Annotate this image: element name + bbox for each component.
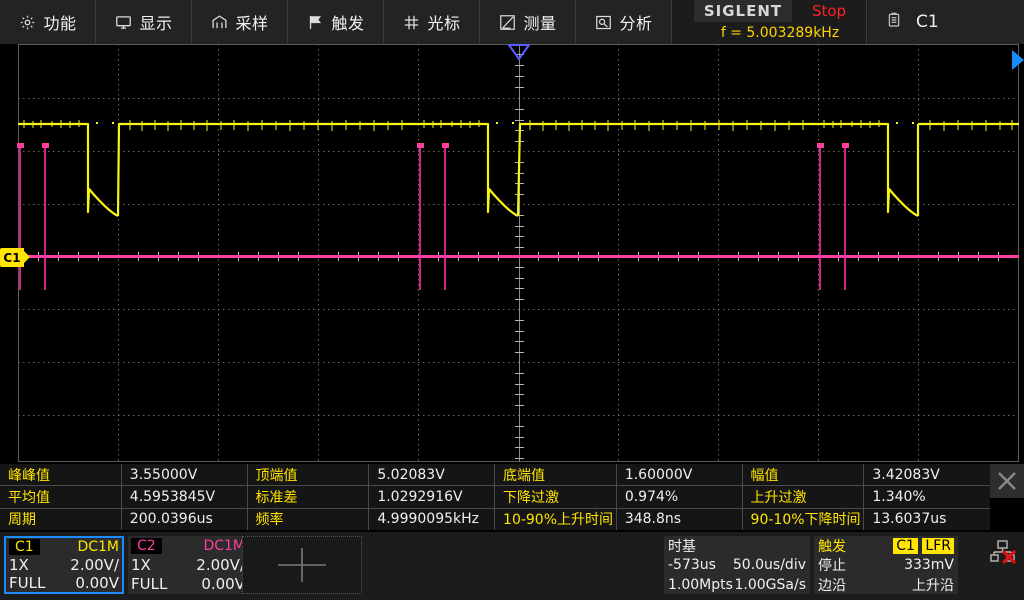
run-state-badge[interactable]: Stop [792, 0, 866, 22]
trigger-title: 触发 [818, 539, 846, 555]
measurement-table: 峰峰值 3.55000V 顶端值 5.02083V 底端值 1.60000V 幅… [0, 464, 990, 530]
meas-value: 1.0292916V [369, 486, 496, 508]
trigger-position-marker[interactable] [508, 44, 530, 60]
gear-icon [18, 13, 36, 31]
menu-item-cursor[interactable]: 光标 [384, 0, 480, 44]
timebase-sample-rate: 1.00GSa/s [734, 577, 807, 593]
traces [17, 120, 1019, 290]
meas-value: 1.340% [872, 488, 926, 505]
measure-icon [498, 13, 516, 31]
meas-label[interactable]: 峰峰值 [0, 464, 122, 486]
timebase-scale: 50.0us/div [732, 557, 806, 573]
table-row: 周期 200.0396us 频率 4.9990095kHz 10-90%上升时间… [0, 508, 990, 530]
meas-value: 13.6037us [872, 511, 947, 528]
table-row: 平均值 4.5953845V 标准差 1.0292916V 下降过激 0.974… [0, 486, 990, 509]
flag-icon [306, 13, 324, 31]
menu-item-display[interactable]: 显示 [96, 0, 192, 44]
channel-card-c1-coupling: DC1M [77, 538, 119, 555]
meas-label[interactable]: 平均值 [0, 486, 122, 508]
menu-label-utility: 功能 [43, 14, 77, 33]
channel-card-c1[interactable]: C1 DC1M 1X 2.00V/ FULL 0.00V [4, 536, 124, 594]
channel-card-c2-probe: 1X [131, 555, 151, 574]
analyze-icon [594, 13, 612, 31]
meas-value: 3.55000V [122, 464, 248, 486]
bottom-status-bar: C1 DC1M 1X 2.00V/ FULL 0.00V C2 DC1M 1X … [0, 532, 1024, 600]
menu-item-measure[interactable]: 测量 [480, 0, 576, 44]
meas-value: 348.8ns [617, 508, 743, 530]
timebase-title: 时基 [668, 539, 696, 555]
meas-label[interactable]: 上升过激 [743, 486, 865, 508]
plus-crosshair-icon [278, 548, 326, 582]
channel-card-c1-bandwidth: FULL [9, 573, 46, 592]
timebase-delay: -573us [668, 557, 716, 573]
timebase-memory: 1.00Mpts [668, 577, 733, 593]
channel-card-c2-scale: 2.00V/ [196, 555, 245, 574]
meas-label[interactable]: 下降过激 [495, 486, 617, 508]
channel-card-c2-offset: 0.00V [201, 575, 245, 594]
close-icon[interactable] [990, 464, 1024, 498]
add-channel-slot[interactable] [242, 536, 362, 594]
meas-value: 1.60000V [617, 464, 743, 486]
menu-label-cursor: 光标 [427, 14, 461, 33]
meas-value: 0.974% [617, 486, 743, 508]
channel-card-c2-coupling: DC1M [203, 537, 245, 554]
trigger-type: 边沿 [818, 578, 846, 594]
channel-card-c2-name: C2 [131, 537, 162, 554]
menu-label-measure: 测量 [523, 14, 557, 33]
timebase-card[interactable]: 时基 -573us 50.0us/div 1.00Mpts 1.00GSa/s [664, 536, 810, 594]
c2-spikes [19, 145, 846, 290]
trigger-coupling: LFR [922, 538, 954, 554]
meas-label[interactable]: 90-10%下降时间 [743, 508, 865, 530]
menu-label-display: 显示 [139, 14, 173, 33]
channel-card-c2-bandwidth: FULL [131, 575, 168, 594]
meas-label[interactable]: 幅值 [743, 464, 865, 486]
c1-channel-marker[interactable]: C1 [0, 248, 30, 267]
trigger-state: 停止 [818, 558, 846, 574]
channel-selector-label: C1 [916, 12, 939, 32]
crosshair-grid-icon [402, 13, 420, 31]
meas-label[interactable]: 标准差 [248, 486, 370, 508]
channel-card-c1-scale: 2.00V/ [70, 555, 119, 574]
c1-trace-noise [23, 120, 1013, 131]
offset-arrow-icon[interactable] [1012, 50, 1024, 70]
channel-card-c1-probe: 1X [9, 555, 29, 574]
menu-item-utility[interactable]: 功能 [0, 0, 96, 44]
c2-spike-caps [17, 143, 849, 148]
menu-item-analyze[interactable]: 分析 [576, 0, 672, 44]
channel-card-c2[interactable]: C2 DC1M 1X 2.00V/ FULL 0.00V [128, 536, 248, 594]
acquire-icon [210, 13, 228, 31]
channel-card-c1-name: C1 [9, 538, 40, 555]
meas-value: 4.9990095kHz [369, 508, 496, 530]
menu-label-analyze: 分析 [619, 14, 653, 33]
monitor-icon [114, 13, 132, 31]
brand-status-box: SIGLENT Stop f = 5.003289kHz [694, 0, 867, 44]
meas-label[interactable]: 频率 [248, 508, 370, 530]
waveform-display[interactable]: C1 [0, 44, 1024, 462]
clipboard-icon [886, 11, 902, 33]
trigger-level: 333mV [904, 557, 954, 573]
table-row: 峰峰值 3.55000V 顶端值 5.02083V 底端值 1.60000V 幅… [0, 464, 990, 487]
menu-item-trigger[interactable]: 触发 [288, 0, 384, 44]
frequency-readout: f = 5.003289kHz [694, 22, 866, 44]
meas-label[interactable]: 顶端值 [248, 464, 370, 486]
menu-label-acquire: 采样 [235, 14, 269, 33]
meas-value: 3.42083V [872, 466, 940, 483]
siglent-logo: SIGLENT [694, 0, 792, 22]
channel-card-c1-offset: 0.00V [75, 573, 119, 592]
menu-label-trigger: 触发 [331, 14, 365, 33]
c1-trace-dots [96, 122, 914, 124]
trigger-source: C1 [893, 538, 918, 554]
meas-label[interactable]: 底端值 [495, 464, 617, 486]
c1-trace [18, 122, 1019, 217]
meas-label[interactable]: 周期 [0, 508, 122, 530]
channel-selector[interactable]: C1 [868, 0, 1024, 44]
trigger-card[interactable]: 触发 C1 LFR 停止 333mV 边沿 上升沿 [814, 536, 958, 594]
meas-value: 200.0396us [122, 508, 248, 530]
trigger-slope: 上升沿 [912, 578, 954, 594]
menu-item-acquire[interactable]: 采样 [192, 0, 288, 44]
meas-value: 5.02083V [369, 464, 496, 486]
lan-disconnected-icon[interactable] [990, 540, 1018, 566]
meas-label[interactable]: 10-90%上升时间 [495, 508, 617, 530]
meas-value: 4.5953845V [122, 486, 248, 508]
